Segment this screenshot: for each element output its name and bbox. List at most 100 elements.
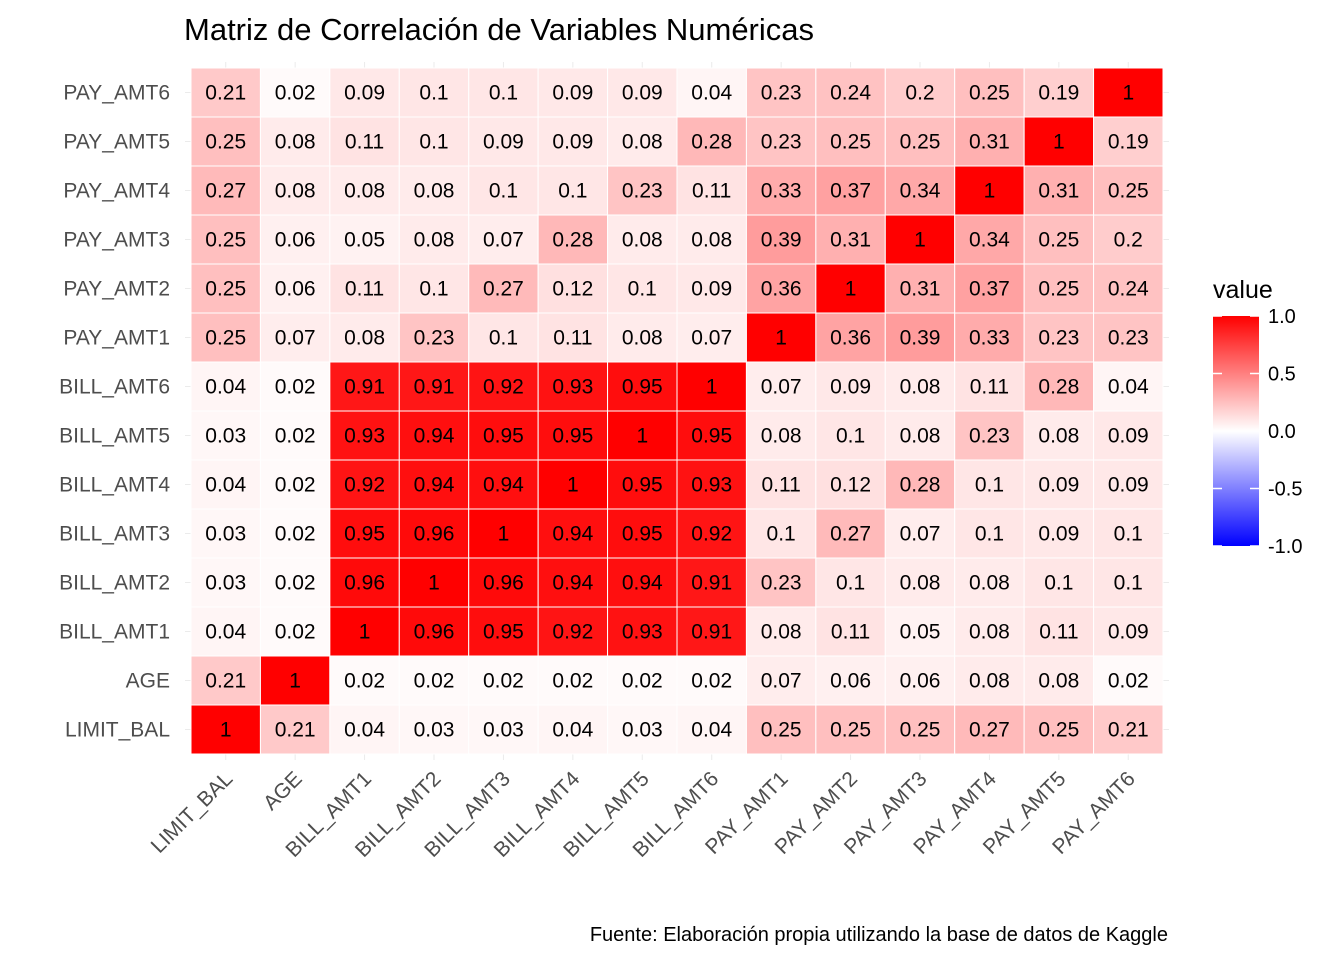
heatmap-cell-label: 0.25: [969, 82, 1010, 105]
y-axis-tick-label: PAY_AMT3: [63, 229, 170, 252]
heatmap-cell-label: 0.93: [691, 474, 732, 497]
heatmap-cell: [1023, 165, 1095, 216]
heatmap-cell-label: 0.06: [830, 670, 871, 693]
heatmap-cell-label: 0.94: [414, 425, 455, 448]
heatmap-cell: [537, 263, 609, 314]
heatmap-cell-label: 0.03: [205, 425, 246, 448]
heatmap-cell-label: 0.2: [1114, 229, 1143, 252]
heatmap-cell-label: 0.23: [622, 180, 663, 203]
heatmap-cell-label: 0.25: [1038, 719, 1079, 742]
heatmap-cell-label: 0.11: [1039, 621, 1078, 644]
heatmap-cell: [329, 557, 400, 608]
heatmap-cell: [468, 557, 539, 608]
heatmap-cell: [676, 214, 747, 265]
heatmap-cell-label: 0.95: [483, 621, 524, 644]
heatmap-cell-label: 1: [636, 425, 648, 448]
heatmap-cell-label: 0.23: [761, 82, 802, 105]
x-axis-tick-label: LIMIT_BAL: [147, 767, 238, 858]
heatmap-cell-label: 0.02: [622, 670, 663, 693]
heatmap-cell: [329, 459, 400, 510]
heatmap-cell: [815, 704, 886, 755]
heatmap-cell: [537, 67, 609, 118]
heatmap-cell: [745, 557, 817, 608]
heatmap-cell: [954, 67, 1025, 118]
heatmap-cell-label: 0.19: [1108, 131, 1149, 154]
heatmap-cell: [745, 312, 817, 363]
y-axis-tick-label: AGE: [126, 670, 170, 693]
heatmap-cell: [537, 459, 609, 510]
heatmap-cell-label: 0.37: [969, 278, 1010, 301]
heatmap-cell-label: 0.08: [622, 131, 663, 154]
heatmap-cell-label: 1: [359, 621, 371, 644]
heatmap-cell-label: 1: [706, 376, 718, 399]
heatmap-cell-label: 0.1: [1044, 572, 1073, 595]
heatmap-cell: [329, 116, 400, 167]
heatmap-cell: [259, 67, 331, 118]
heatmap-cell: [607, 410, 678, 461]
heatmap-cell: [398, 214, 470, 265]
heatmap-cell-label: 0.1: [419, 131, 448, 154]
heatmap-cell-label: 0.07: [483, 229, 524, 252]
heatmap-cell-label: 0.25: [1038, 278, 1079, 301]
heatmap-cell-label: 0.04: [344, 719, 385, 742]
heatmap-cell: [745, 263, 817, 314]
heatmap-cell-label: 0.23: [1108, 327, 1149, 350]
heatmap-cell: [329, 67, 400, 118]
heatmap-cell-label: 0.93: [344, 425, 385, 448]
legend-tick-label: 1.0: [1268, 306, 1296, 328]
heatmap-cell: [954, 214, 1025, 265]
heatmap-cell: [259, 263, 331, 314]
heatmap-cell-label: 0.03: [414, 719, 455, 742]
heatmap-cell-label: 0.25: [1038, 229, 1079, 252]
heatmap-cell-label: 0.27: [969, 719, 1010, 742]
heatmap-cell-label: 0.91: [414, 376, 455, 399]
heatmap-cell-labels: 1 0.21 0.04 0.03 0.03 0.04 0.03 0.04 0.25 0.25 0.2…: [205, 82, 1149, 742]
heatmap-cell-label: 0.02: [275, 82, 316, 105]
heatmap-cell-label: 0.23: [761, 131, 802, 154]
heatmap-cell: [1093, 508, 1164, 559]
heatmap-cell: [1093, 263, 1164, 314]
heatmap-cell-label: 0.1: [419, 278, 448, 301]
heatmap-cell-label: 0.08: [622, 327, 663, 350]
heatmap-cell-label: 0.09: [483, 131, 524, 154]
heatmap-cell-label: 0.93: [552, 376, 593, 399]
heatmap-cell: [537, 410, 609, 461]
y-axis-tick-label: PAY_AMT4: [63, 180, 170, 203]
heatmap-cell-label: 0.19: [1038, 82, 1079, 105]
heatmap-cell-label: 0.08: [414, 180, 455, 203]
heatmap-cell: [954, 263, 1025, 314]
heatmap-cell-label: 0.09: [344, 82, 385, 105]
heatmap-cell-label: 0.91: [691, 572, 732, 595]
heatmap-cells: [190, 67, 1164, 755]
heatmap-cell-label: 1: [220, 719, 232, 742]
heatmap-cell: [954, 116, 1025, 167]
heatmap-cell-label: 0.1: [628, 278, 657, 301]
heatmap-cell: [815, 214, 886, 265]
y-axis-tick-label: BILL_AMT6: [59, 376, 170, 399]
heatmap-cell-label: 0.03: [205, 572, 246, 595]
heatmap-cell-label: 1: [289, 670, 301, 693]
heatmap-cell: [537, 116, 609, 167]
heatmap-cell-label: 0.27: [483, 278, 524, 301]
heatmap-cell: [259, 557, 331, 608]
legend-tick-label: -0.5: [1268, 479, 1302, 501]
heatmap-cell: [1093, 557, 1164, 608]
heatmap-cell-label: 1: [914, 229, 926, 252]
heatmap-cell: [607, 312, 678, 363]
heatmap-cell-label: 0.08: [969, 621, 1010, 644]
heatmap-cell: [884, 214, 956, 265]
heatmap-cell-label: 0.95: [622, 474, 663, 497]
heatmap-cell-label: 0.94: [414, 474, 455, 497]
heatmap-cell-label: 0.04: [691, 719, 732, 742]
heatmap-cell-label: 0.08: [969, 670, 1010, 693]
heatmap-cell-label: 0.09: [552, 131, 593, 154]
heatmap-cell: [884, 655, 956, 706]
heatmap-cell-label: 0.09: [1038, 474, 1079, 497]
heatmap-cell-label: 0.02: [275, 474, 316, 497]
heatmap-cell: [884, 67, 956, 118]
heatmap-cell: [190, 459, 261, 510]
heatmap-cell-label: 0.23: [1038, 327, 1079, 350]
heatmap-cell: [815, 557, 886, 608]
heatmap-cell: [607, 655, 678, 706]
